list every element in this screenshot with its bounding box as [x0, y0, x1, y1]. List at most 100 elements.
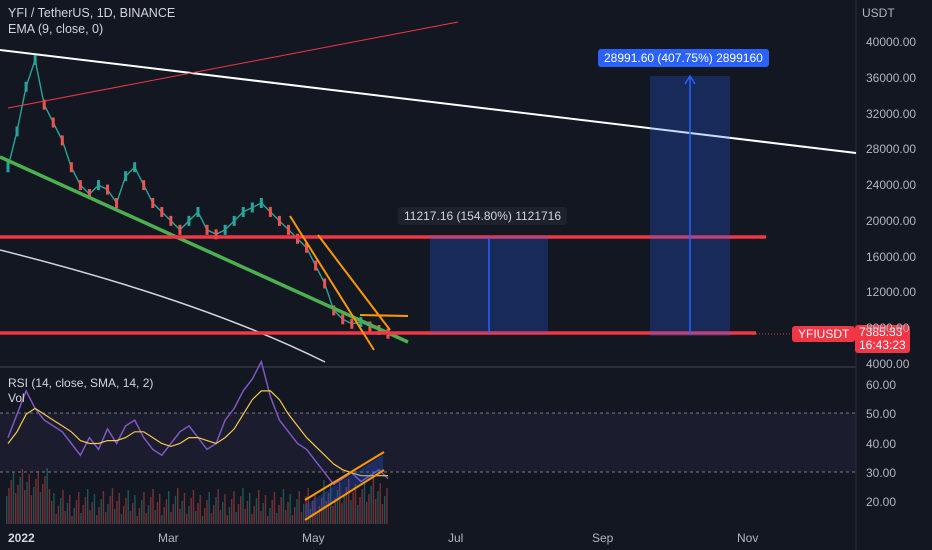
ema-indicator-title[interactable]: EMA (9, close, 0)	[8, 22, 104, 36]
price-point	[6, 162, 10, 173]
volume-bar	[33, 487, 35, 524]
last-price: 7385.33	[859, 325, 903, 339]
volume-bar	[267, 516, 269, 524]
trendline-green	[0, 155, 409, 344]
volume-bar	[28, 474, 30, 524]
volume-bar	[271, 500, 273, 524]
volume-bar	[251, 514, 253, 524]
volume-bar	[161, 515, 163, 524]
volume-bar	[278, 505, 280, 524]
price-tick-label: 36000.00	[866, 70, 917, 85]
price-point	[286, 224, 290, 235]
volume-bar	[159, 494, 161, 524]
curve-line	[0, 249, 326, 363]
price-point	[33, 54, 37, 65]
volume-bar	[147, 505, 150, 524]
price-point	[314, 260, 318, 271]
volume-bar	[217, 489, 219, 524]
volume-bar	[303, 504, 305, 524]
volume-bar	[255, 498, 258, 524]
volume-bar	[242, 488, 244, 524]
rsi-ma-line	[7, 390, 388, 477]
rsi-band	[0, 413, 856, 472]
price-point	[15, 126, 19, 137]
volume-bar	[226, 515, 228, 524]
volume-bar	[42, 484, 44, 524]
volume-bar	[53, 493, 55, 524]
volume-bar	[300, 512, 303, 524]
price-point	[69, 162, 73, 173]
price-point	[151, 198, 155, 208]
volume-bar	[154, 510, 156, 524]
time-tick-label: 2022	[8, 531, 35, 545]
volume-bar	[62, 490, 64, 524]
volume-bar	[305, 496, 307, 524]
volume-bar	[381, 504, 384, 524]
volume-bar	[177, 488, 179, 524]
price-point	[350, 318, 354, 329]
volume-bar	[141, 500, 143, 524]
volume-bar	[73, 508, 75, 524]
rsi-channel-upper	[304, 451, 385, 501]
price-tick-label: 12000.00	[866, 285, 917, 300]
volume-bar	[96, 515, 98, 524]
volume-bar	[323, 480, 325, 524]
volume-bar	[352, 492, 354, 524]
symbol-price-tag: YFIUSDT	[792, 326, 856, 342]
symbol-title[interactable]: YFI / TetherUS, 1D, BINANCE	[8, 6, 176, 20]
volume-bar	[206, 500, 208, 524]
price-point	[323, 278, 327, 289]
volume-bar	[289, 494, 291, 524]
rsi-indicator-title[interactable]: RSI (14, close, SMA, 14, 2)	[8, 376, 154, 390]
time-tick-label: Jul	[448, 531, 464, 545]
volume-bar	[262, 503, 264, 524]
rsi-channel-fill	[305, 455, 383, 520]
arrow-head-2	[684, 74, 696, 85]
volume-bar	[249, 493, 251, 524]
volume-bar	[132, 503, 134, 524]
volume-bar	[208, 492, 210, 524]
volume-bar	[269, 508, 271, 524]
volume-bar	[44, 476, 46, 524]
price-point	[178, 224, 182, 235]
price-tick-label: 28000.00	[866, 142, 917, 157]
volume-bar	[174, 496, 177, 524]
volume-bar	[172, 504, 174, 524]
volume-indicator-title[interactable]: Vol	[8, 391, 25, 405]
time-tick-label: Sep	[592, 531, 614, 545]
volume-bar	[120, 514, 123, 524]
volume-bar	[170, 512, 172, 524]
time-tick-label: May	[302, 531, 325, 545]
volume-bar	[327, 493, 330, 524]
volume-bar	[98, 507, 100, 524]
volume-bar	[307, 488, 309, 524]
price-tick-label: 40000.00	[866, 35, 917, 49]
grid	[0, 0, 857, 550]
volume-bar	[312, 501, 314, 524]
volume-bar	[336, 490, 339, 524]
rsi-tick-label: 40.00	[866, 436, 897, 451]
drawings-layer	[0, 21, 857, 363]
volume-bar	[213, 505, 215, 524]
volume-bar	[201, 516, 204, 524]
volume-bar	[100, 499, 102, 524]
volume-bar	[46, 468, 48, 524]
volume-bar	[228, 507, 231, 524]
volume-bar	[233, 491, 235, 524]
volume-bar	[39, 492, 42, 524]
currency-label: USDT	[862, 6, 895, 20]
volume-bar	[204, 508, 206, 524]
price-point	[169, 215, 173, 226]
bar-countdown: 16:43:23	[859, 338, 906, 352]
channel-flat	[359, 314, 409, 317]
price-point	[214, 229, 218, 240]
volume-bar	[69, 495, 71, 524]
volume-bar	[332, 506, 334, 524]
volume-bar	[48, 489, 51, 524]
volume-bar	[57, 506, 60, 524]
price-point	[305, 242, 309, 253]
volume-bar	[84, 497, 87, 524]
price-point	[250, 202, 254, 213]
volume-bar	[12, 472, 15, 524]
